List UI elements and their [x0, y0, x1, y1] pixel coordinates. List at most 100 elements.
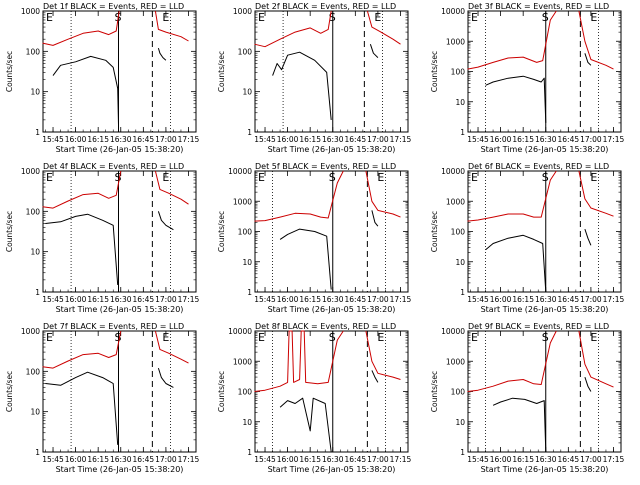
- x-tick-label: 16:45: [133, 295, 155, 304]
- y-tick-label: 1: [35, 288, 40, 297]
- x-tick-label: 16:30: [535, 135, 557, 144]
- y-tick-label: 10000: [441, 327, 465, 336]
- region-letter: S: [114, 171, 121, 184]
- x-tick-label: 16:30: [535, 455, 557, 464]
- region-letter: E: [46, 171, 53, 184]
- lld-series-line-post: [578, 170, 614, 217]
- x-axis-label: Start Time (26-Jan-05 15:38:20): [481, 305, 609, 314]
- y-axis-label: Counts/sec: [5, 211, 14, 252]
- lld-series-line-pre: [467, 330, 557, 392]
- events-series-line-pre: [485, 234, 547, 293]
- region-letter: S: [114, 331, 121, 344]
- x-tick-label: 16:30: [110, 295, 132, 304]
- x-tick-label: 16:15: [87, 295, 109, 304]
- x-tick-label: 16:00: [490, 135, 512, 144]
- y-tick-label: 1000: [446, 357, 465, 366]
- panel-det-1f: Det 1f BLACK = Events, RED = LLD 1 10 100 10…: [5, 2, 200, 154]
- region-letter: E: [590, 11, 597, 24]
- y-tick-label: 10: [30, 88, 40, 97]
- x-tick-label: 16:15: [512, 295, 534, 304]
- x-tick-label: 15:45: [254, 295, 276, 304]
- y-tick-label: 10: [30, 408, 40, 417]
- events-series-line-post: [584, 228, 592, 246]
- y-tick-label: 1: [35, 448, 40, 457]
- region-letter: E: [162, 171, 169, 184]
- lld-series-line-pre: [42, 10, 120, 46]
- y-tick-label: 100: [26, 47, 41, 56]
- x-tick-label: 16:00: [65, 295, 87, 304]
- y-axis-label: Counts/sec: [217, 371, 226, 412]
- x-tick-label: 16:00: [490, 455, 512, 464]
- panel-det-3f: Det 3f BLACK = Events, RED = LLD 1 10 100 10…: [430, 2, 625, 154]
- x-axis-label: Start Time (26-Jan-05 15:38:20): [268, 465, 396, 474]
- y-tick-label: 100: [26, 207, 41, 216]
- y-tick-label: 1000: [233, 7, 252, 16]
- x-tick-label: 15:45: [467, 135, 489, 144]
- x-tick-label: 16:45: [345, 295, 367, 304]
- x-axis-label: Start Time (26-Jan-05 15:38:20): [268, 305, 396, 314]
- events-series-line-pre: [45, 213, 119, 285]
- y-tick-label: 1000: [233, 197, 252, 206]
- x-axis-label: Start Time (26-Jan-05 15:38:20): [56, 465, 184, 474]
- panel-title: Det 3f BLACK = Events, RED = LLD: [468, 2, 609, 11]
- y-tick-label: 10: [455, 98, 465, 107]
- events-series-line-post: [584, 376, 592, 392]
- events-series-line-pre: [272, 51, 332, 120]
- region-letter: S: [542, 331, 549, 344]
- panel-title: Det 2f BLACK = Events, RED = LLD: [255, 2, 396, 11]
- y-axis-label: Counts/sec: [430, 371, 439, 412]
- region-letter: E: [258, 331, 265, 344]
- y-tick-label: 100: [451, 228, 466, 237]
- events-series-line-post: [369, 44, 379, 58]
- x-tick-label: 17:15: [390, 295, 412, 304]
- x-tick-label: 16:00: [277, 455, 299, 464]
- x-tick-label: 16:30: [322, 455, 344, 464]
- y-tick-label: 100: [238, 47, 253, 56]
- x-tick-label: 16:15: [512, 135, 534, 144]
- x-tick-label: 17:15: [178, 455, 200, 464]
- x-tick-label: 17:00: [367, 135, 389, 144]
- x-tick-label: 16:00: [490, 295, 512, 304]
- plot-frame: [42, 170, 197, 293]
- y-tick-label: 1: [460, 448, 465, 457]
- x-tick-label: 17:00: [580, 455, 602, 464]
- x-tick-label: 17:00: [367, 295, 389, 304]
- x-tick-label: 16:00: [277, 295, 299, 304]
- y-tick-label: 1: [247, 128, 252, 137]
- region-letter: E: [590, 331, 597, 344]
- x-tick-label: 16:30: [110, 455, 132, 464]
- y-tick-label: 1000: [21, 167, 40, 176]
- x-axis-label: Start Time (26-Jan-05 15:38:20): [481, 145, 609, 154]
- y-axis-label: Counts/sec: [5, 51, 14, 92]
- events-series-line-post: [371, 210, 379, 227]
- x-tick-label: 16:30: [110, 135, 132, 144]
- y-tick-label: 100: [238, 228, 253, 237]
- lld-series-line-pre: [467, 170, 557, 222]
- region-letter: E: [471, 171, 478, 184]
- x-tick-label: 16:00: [65, 135, 87, 144]
- x-tick-label: 17:15: [178, 295, 200, 304]
- region-letter: E: [162, 11, 169, 24]
- region-letter: E: [258, 11, 265, 24]
- panel-title: Det 4f BLACK = Events, RED = LLD: [43, 162, 184, 171]
- y-tick-label: 10: [242, 88, 252, 97]
- lld-series-line-pre: [254, 10, 332, 48]
- x-tick-label: 16:15: [299, 135, 321, 144]
- x-tick-label: 17:15: [603, 295, 625, 304]
- panel-det-8f: Det 8f BLACK = Events, RED = LLD 1 10 100 10…: [217, 322, 412, 474]
- x-tick-label: 16:30: [535, 295, 557, 304]
- panel-det-4f: Det 4f BLACK = Events, RED = LLD 1 10 100 10…: [5, 162, 200, 314]
- region-letter: E: [377, 171, 384, 184]
- x-tick-label: 16:45: [345, 135, 367, 144]
- y-axis-label: Counts/sec: [430, 211, 439, 252]
- y-axis-label: Counts/sec: [5, 371, 14, 412]
- lld-series-line-post: [154, 170, 189, 205]
- region-letter: E: [162, 331, 169, 344]
- y-tick-label: 1: [247, 288, 252, 297]
- lld-series-line-pre: [467, 10, 557, 70]
- x-tick-label: 16:45: [558, 455, 580, 464]
- lld-series-line-post: [578, 10, 614, 70]
- lld-series-line-pre: [42, 170, 122, 209]
- x-tick-label: 16:15: [299, 455, 321, 464]
